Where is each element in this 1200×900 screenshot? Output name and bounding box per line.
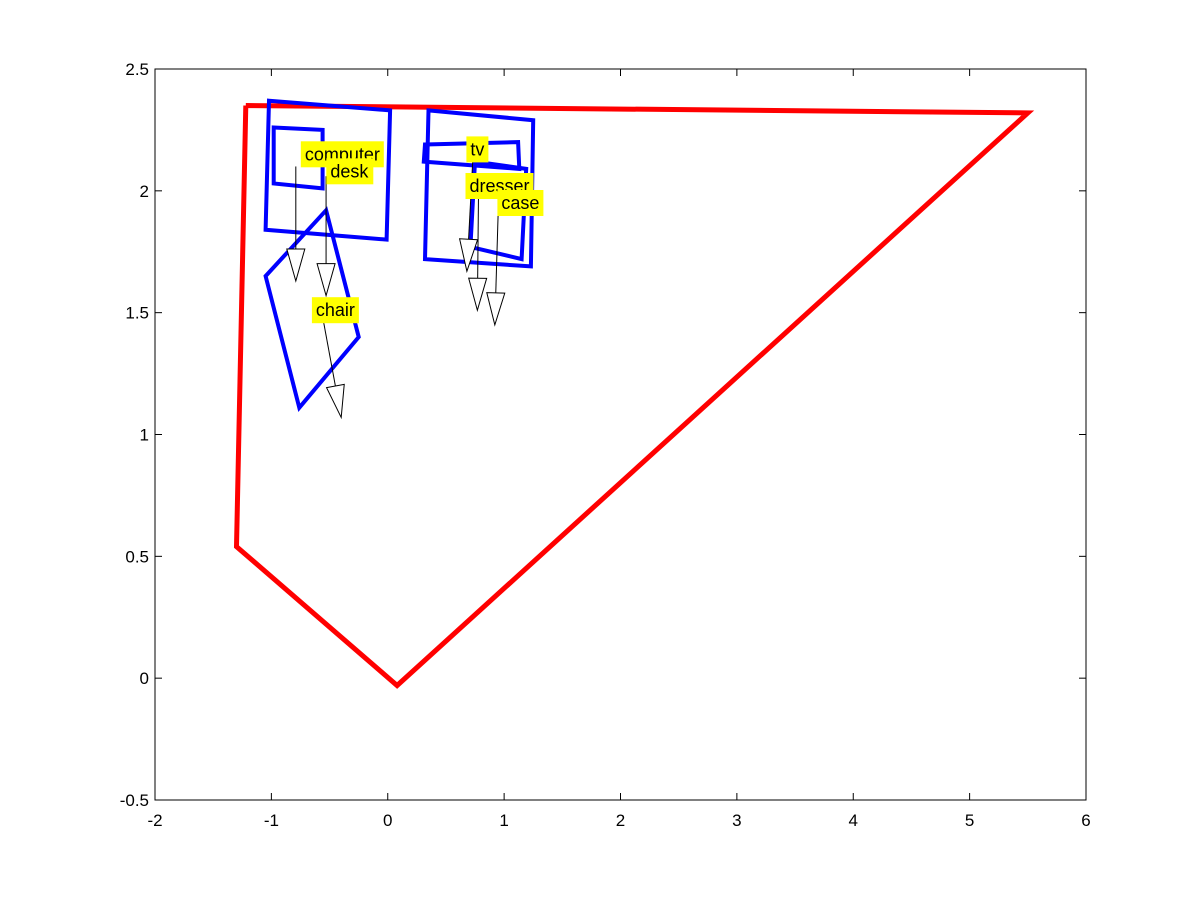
x-tick-label: 6 [1081,811,1090,830]
label-background [497,190,544,216]
y-tick-label: 1 [140,426,149,445]
object-outline-case [468,159,529,262]
x-tick-label: 3 [732,811,741,830]
object-outline-computer [271,125,325,191]
label-text: chair [316,300,355,320]
y-tick-label: 2 [140,182,149,201]
arrow-head-dresser [468,277,488,313]
object-outline-dresser [422,108,536,269]
objects-layer [263,98,536,420]
arrow-shaft-case [495,207,499,293]
object-outline-chair [263,206,361,412]
y-tick-label: -0.5 [120,791,149,810]
label-text: case [501,193,539,213]
object-outline-desk [263,98,393,242]
arrow-head-computer [286,248,306,283]
x-tick-label: 5 [965,811,974,830]
room-outline-layer [233,103,1035,689]
x-tick-label: 2 [616,811,625,830]
axes-box [154,68,1087,801]
y-tick-label: 2.5 [125,60,149,79]
object-label-tv: tv [466,136,489,163]
axis-ticks: -2 -1 0 1 2 3 4 5 6 -0.5 0 0.5 1 1.5 2 2.5 [120,60,1091,830]
x-tick-label: 4 [849,811,858,830]
label-background [466,136,489,163]
label-text: tv [470,139,484,159]
y-tick-label: 0 [140,669,149,688]
y-tick-label: 0.5 [125,547,149,566]
object-label-chair: chair [311,297,359,324]
object-label-case: case [497,190,544,216]
label-background [326,158,374,185]
x-tick-label: 0 [383,811,392,830]
object-label-desk: desk [326,158,374,185]
y-tick-label: 1.5 [125,304,149,323]
label-text: desk [330,161,369,181]
arrow-head-case [486,292,506,327]
x-tick-label: 1 [499,811,508,830]
room-outline [233,103,1035,689]
label-background [311,297,359,324]
x-tick-label: -2 [147,811,162,830]
plot-area: -2 -1 0 1 2 3 4 5 6-0.500.511.522.5 computerdesk… [120,60,1091,830]
arrow-shaft-dresser [477,190,480,279]
x-tick-label: -1 [264,811,279,830]
arrow-head-chair [325,383,345,420]
arrow-head-desk [316,263,336,298]
arrow-head-tv [458,238,479,274]
